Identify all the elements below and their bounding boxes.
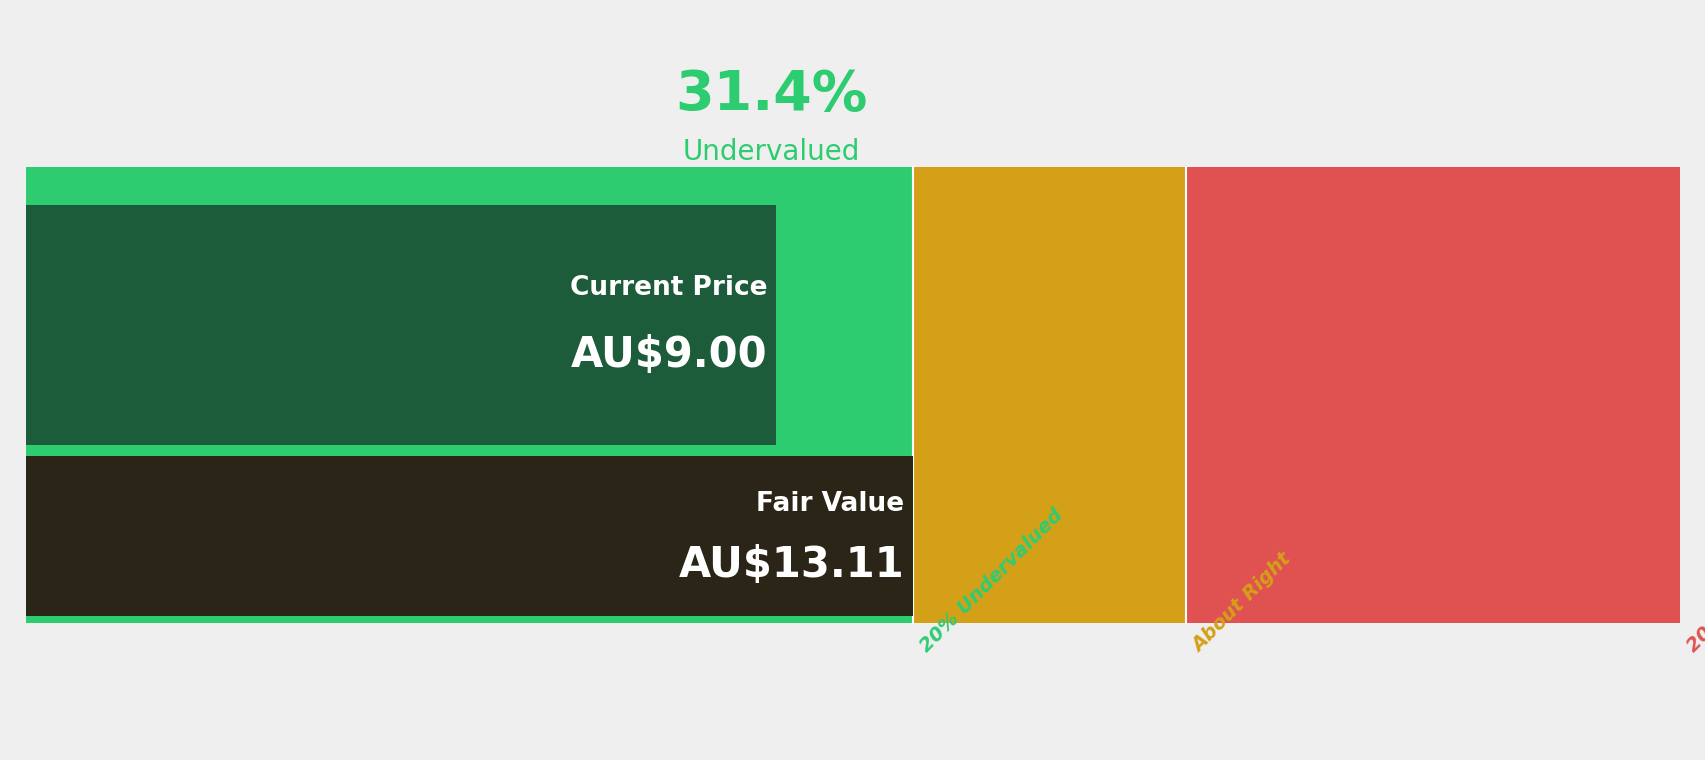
- Bar: [26, 167, 912, 623]
- Text: Current Price: Current Price: [569, 275, 767, 302]
- Text: 31.4%: 31.4%: [675, 68, 866, 122]
- Text: Fair Value: Fair Value: [755, 491, 904, 517]
- Text: 20% Overvalued: 20% Overvalued: [1683, 515, 1705, 656]
- Text: 20% Undervalued: 20% Undervalued: [916, 505, 1066, 656]
- Text: AU$9.00: AU$9.00: [571, 334, 767, 376]
- Text: Undervalued: Undervalued: [682, 138, 859, 166]
- Bar: [26, 205, 776, 445]
- Text: AU$13.11: AU$13.11: [679, 543, 904, 586]
- Bar: [1185, 167, 1679, 623]
- Text: About Right: About Right: [1188, 549, 1294, 656]
- Bar: [912, 167, 1185, 623]
- Bar: [26, 456, 912, 616]
